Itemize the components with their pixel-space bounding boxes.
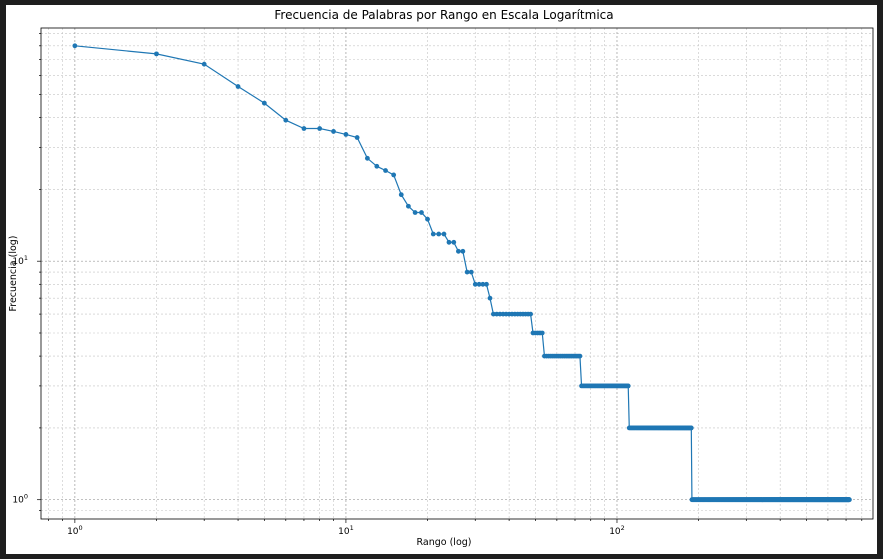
data-point bbox=[201, 61, 207, 67]
data-point bbox=[317, 126, 323, 131]
data-point bbox=[391, 172, 397, 178]
data-point bbox=[425, 216, 430, 222]
data-point bbox=[154, 51, 159, 57]
minor-gridlines bbox=[41, 28, 873, 519]
data-point bbox=[383, 168, 388, 173]
data-point bbox=[484, 281, 489, 287]
data-point bbox=[577, 353, 583, 359]
data-point bbox=[468, 269, 474, 275]
data-point bbox=[398, 192, 404, 198]
data-point bbox=[625, 383, 631, 389]
series-line bbox=[74, 45, 850, 501]
data-point bbox=[331, 129, 336, 134]
data-point bbox=[480, 281, 486, 287]
data-point bbox=[472, 281, 478, 287]
data-point bbox=[430, 231, 436, 237]
series-markers bbox=[72, 43, 852, 503]
data-point bbox=[405, 203, 411, 209]
data-point bbox=[354, 135, 360, 140]
data-point bbox=[464, 269, 470, 275]
chart-title: Frecuencia de Palabras por Rango en Esca… bbox=[274, 8, 613, 22]
data-point bbox=[491, 311, 496, 317]
data-point bbox=[441, 231, 447, 237]
data-point bbox=[235, 84, 241, 89]
x-tick-label: 102 bbox=[609, 524, 625, 537]
plot-frame bbox=[40, 27, 874, 520]
y-axis-label: Frecuencia (log) bbox=[8, 235, 19, 311]
data-point bbox=[364, 155, 370, 161]
major-gridlines bbox=[41, 28, 873, 519]
data-point bbox=[283, 117, 289, 123]
data-point bbox=[419, 210, 424, 215]
data-point bbox=[412, 210, 418, 215]
data-point bbox=[72, 43, 78, 49]
data-point bbox=[528, 311, 533, 317]
y-tick-label: 101 bbox=[12, 254, 28, 267]
data-point bbox=[846, 497, 852, 503]
x-axis-label: Rango (log) bbox=[417, 537, 472, 548]
data-point bbox=[460, 248, 466, 254]
data-point bbox=[436, 231, 442, 237]
chart-figure: 100 101 102 100 101 Frecuencia de Palabras p… bbox=[6, 5, 877, 554]
x-tick-label: 101 bbox=[338, 524, 354, 537]
data-point bbox=[476, 281, 482, 287]
line-chart: 100 101 102 100 101 Frecuencia de Palabras p… bbox=[8, 8, 874, 548]
axis-ticks: 100 101 102 100 101 bbox=[12, 33, 863, 537]
data-point bbox=[688, 425, 694, 431]
x-tick-label: 100 bbox=[67, 524, 83, 537]
data-point bbox=[343, 132, 349, 137]
data-point bbox=[539, 330, 545, 336]
data-point bbox=[301, 126, 307, 131]
data-point bbox=[261, 100, 267, 106]
data-point bbox=[446, 239, 452, 245]
data-point bbox=[451, 239, 457, 245]
y-tick-label: 100 bbox=[12, 493, 28, 506]
data-point bbox=[374, 163, 380, 169]
data-point bbox=[456, 248, 461, 254]
data-point bbox=[487, 295, 493, 301]
